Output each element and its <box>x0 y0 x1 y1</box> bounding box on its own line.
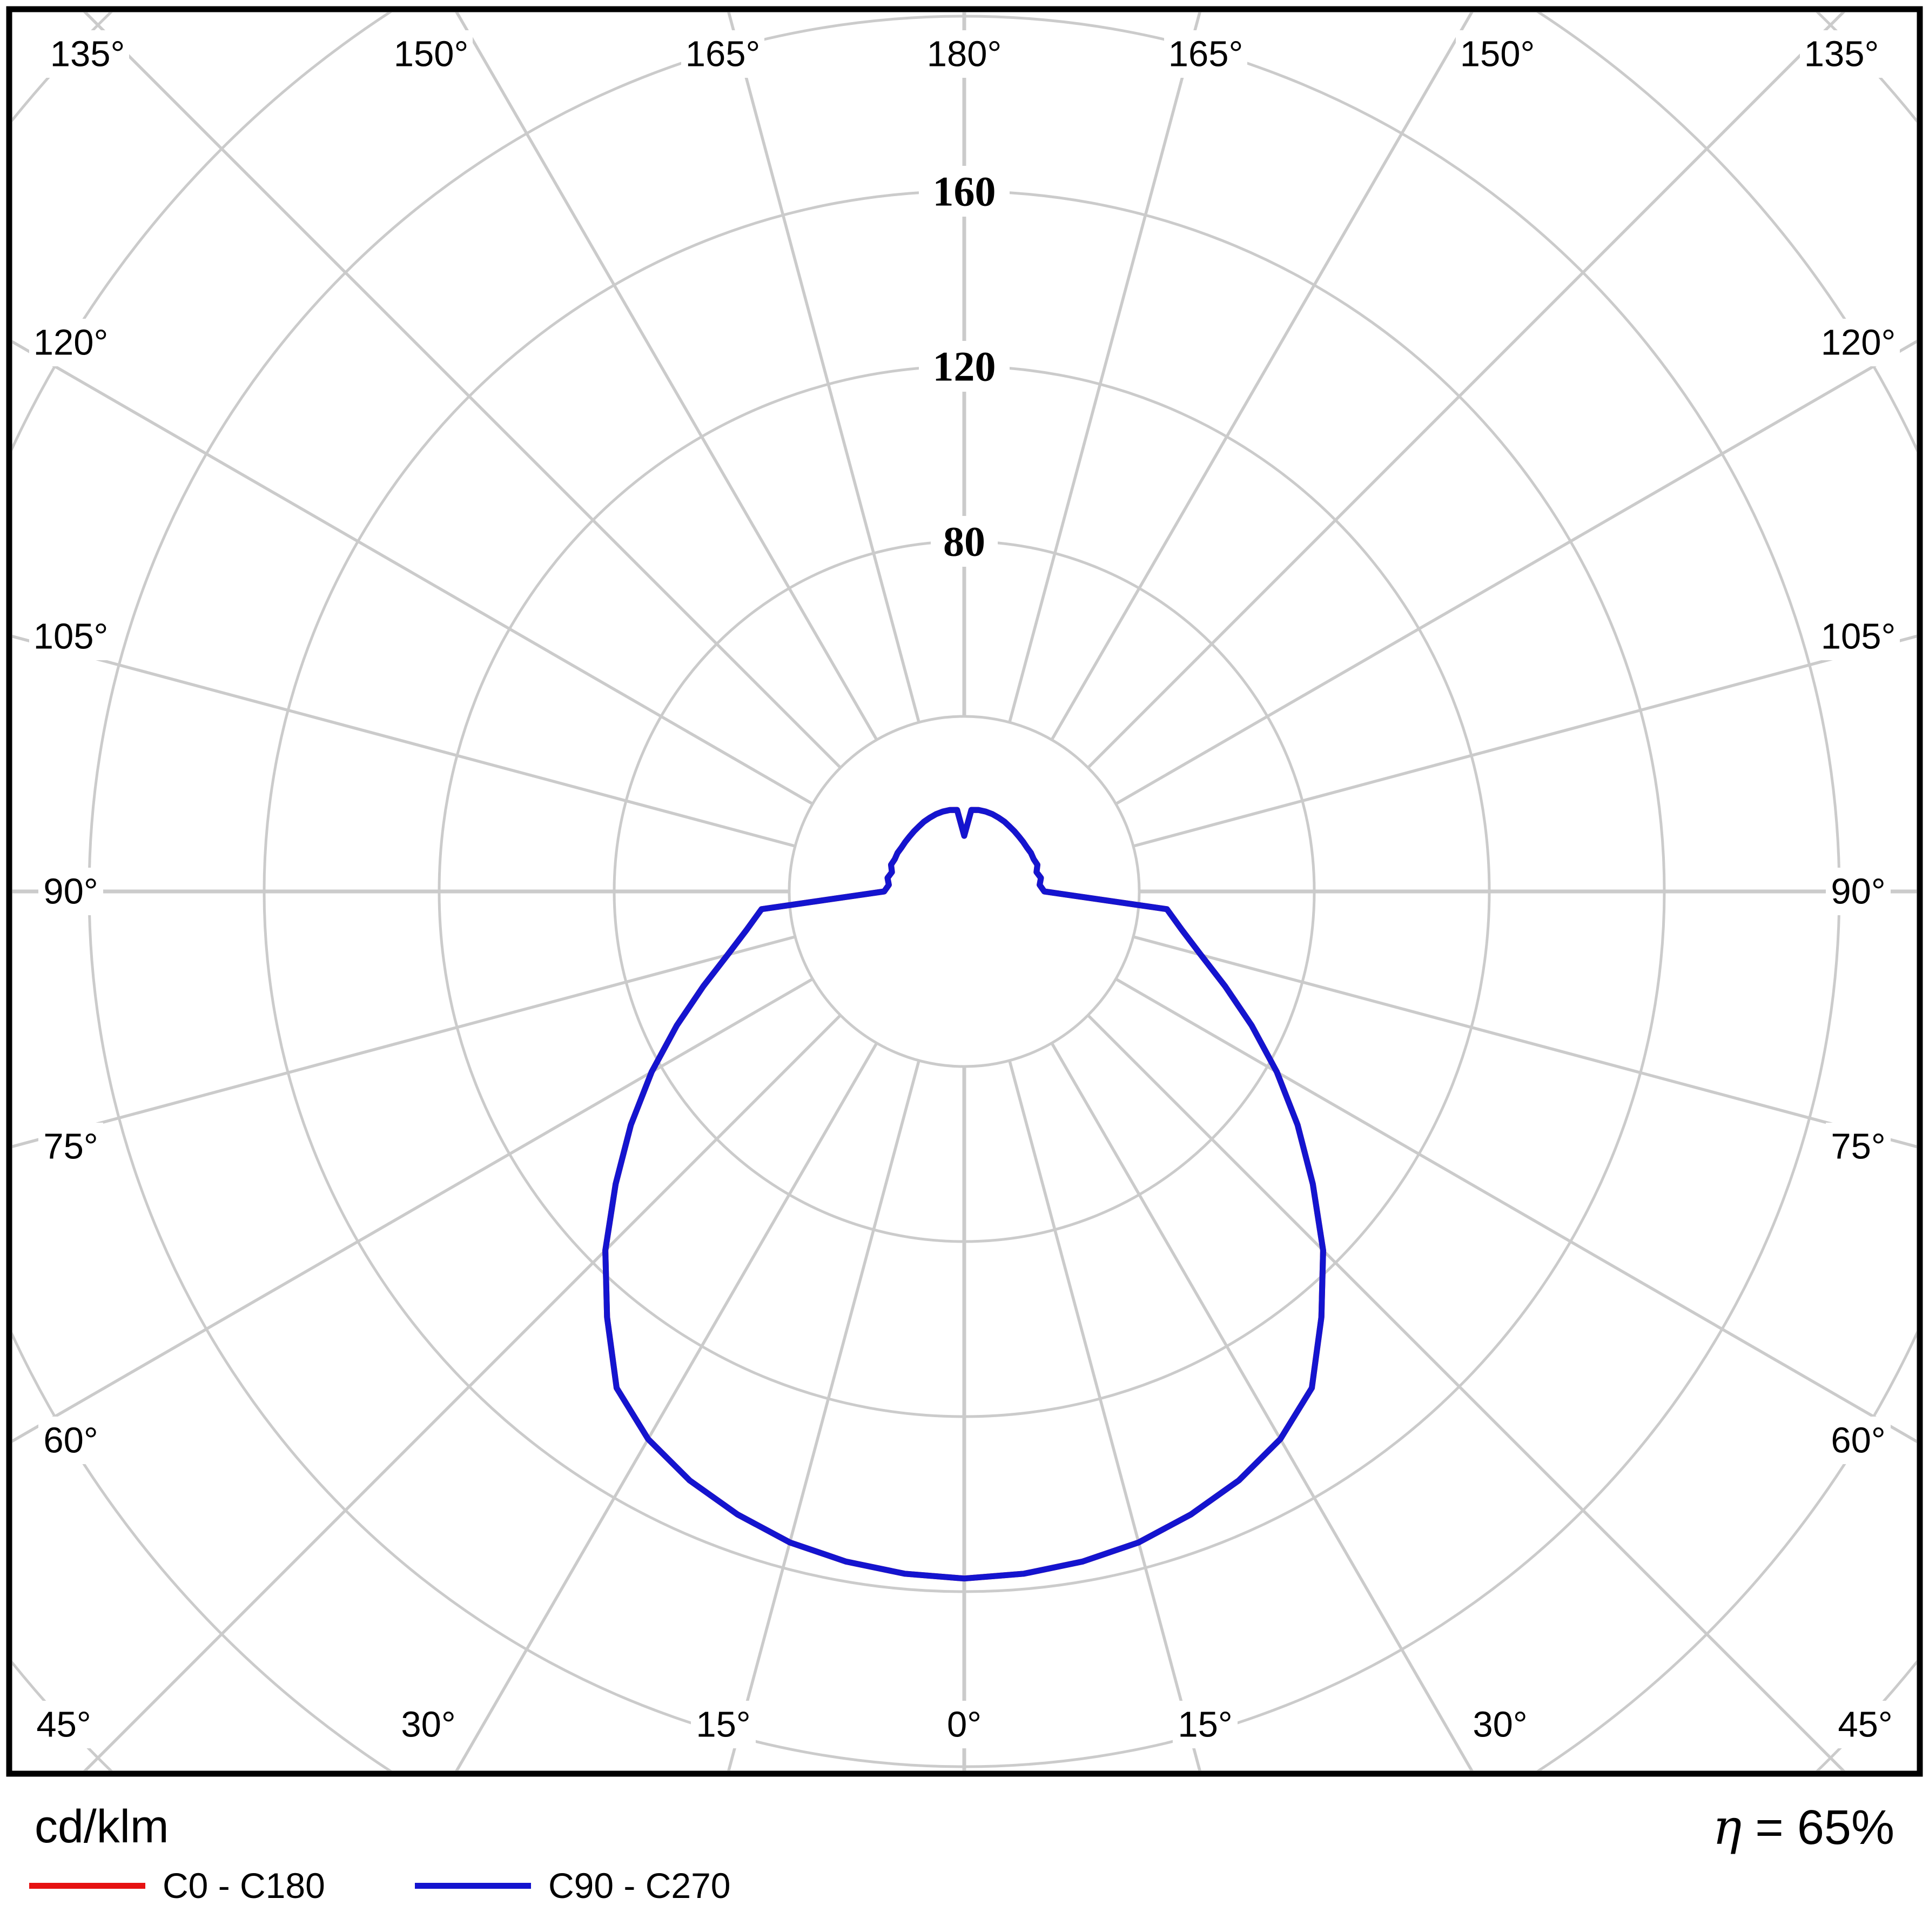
angle-label-bg-150-3 <box>389 30 473 78</box>
angle-label-bg-105-10 <box>1817 613 1900 660</box>
angle-label-bg-120-7 <box>29 319 112 366</box>
angle-label-165-2: 165° <box>1168 34 1244 75</box>
angle-label-15-20: 15° <box>696 1705 750 1745</box>
legend-swatch-red-line <box>29 1882 145 1889</box>
grid-ray-285 <box>12 935 796 1148</box>
angle-label-150-3: 150° <box>394 34 469 75</box>
grid-ray-210 <box>455 12 878 741</box>
ring-label-160: 160 <box>933 168 996 215</box>
plot-border <box>6 6 1923 1777</box>
grid-ray-15 <box>1008 1060 1201 1770</box>
angle-label-45-17: 45° <box>36 1705 91 1745</box>
legend-label-c0-c180: C0 - C180 <box>163 1866 325 1906</box>
angle-label-bg-75-13 <box>38 1123 103 1170</box>
grid-ray-345 <box>727 1060 920 1770</box>
angle-label-bg-15-20 <box>691 1701 756 1748</box>
grid-ray-120 <box>1115 339 1917 806</box>
angle-label-bg-165-2 <box>1164 30 1247 78</box>
angle-label-105-10: 105° <box>1821 616 1896 657</box>
angle-label-bg-135-6 <box>1800 30 1883 78</box>
ring-label-bg-120 <box>919 341 1010 392</box>
angle-label-bg-30-22 <box>396 1701 461 1748</box>
legend-swatch-blue-line <box>415 1882 531 1889</box>
grid-ray-255 <box>12 635 796 848</box>
angle-label-75-14: 75° <box>1831 1126 1885 1167</box>
angle-label-bg-165-1 <box>681 30 764 78</box>
angle-labels: 180° 165° 165° 150° 150° 135° 135° 120° 120° 105°… <box>29 30 1900 1748</box>
grid-ray-60 <box>1115 977 1917 1444</box>
grid-ray-105 <box>1133 634 1917 848</box>
legend: C0 - C180 C90 - C270 <box>0 1864 1929 1913</box>
legend-label-c90-c270: C90 - C270 <box>548 1866 731 1906</box>
grid-ring-40 <box>788 715 1141 1068</box>
ring-label-120: 120 <box>933 343 996 390</box>
angle-label-75-13: 75° <box>43 1126 98 1167</box>
units-label: cd/klm <box>35 1801 169 1853</box>
grid-ray-195 <box>727 12 920 723</box>
angle-label-bg-75-14 <box>1826 1123 1891 1170</box>
grid-ray-315 <box>83 1014 842 1770</box>
angle-label-bg-60-15 <box>38 1417 103 1464</box>
ring-label-80: 80 <box>943 518 985 565</box>
eta-value: = 65% <box>1742 1801 1894 1855</box>
angle-label-135-5: 135° <box>50 34 125 75</box>
angle-label-bg-105-9 <box>29 613 112 660</box>
angle-label-bg-90-12 <box>1826 868 1891 915</box>
angle-label-bg-60-16 <box>1826 1417 1891 1464</box>
angle-label-90-11: 90° <box>43 871 98 912</box>
angle-label-135-6: 135° <box>1804 34 1879 75</box>
angle-label-90-12: 90° <box>1831 871 1885 912</box>
angle-label-bg-0-19 <box>941 1701 987 1748</box>
ring-label-bg-160 <box>919 166 1010 217</box>
angle-label-0-19: 0° <box>947 1705 982 1745</box>
angle-label-bg-90-11 <box>38 868 103 915</box>
legend-item-c90-c270: C90 - C270 <box>415 1864 731 1907</box>
legend-item-c0-c180: C0 - C180 <box>29 1864 325 1907</box>
efficiency-label: η = 65% <box>1712 1799 1894 1856</box>
grid-ray-75 <box>1133 935 1917 1149</box>
angle-label-60-15: 60° <box>43 1420 98 1461</box>
angle-label-15-21: 15° <box>1178 1705 1232 1745</box>
angle-label-60-16: 60° <box>1831 1420 1885 1461</box>
angle-label-bg-180-0 <box>923 30 1006 78</box>
angle-label-30-22: 30° <box>401 1705 455 1745</box>
angle-label-180-0: 180° <box>927 34 1002 75</box>
angle-label-165-1: 165° <box>685 34 761 75</box>
grid-ray-225 <box>83 12 842 769</box>
grid-ray-135 <box>1087 12 1845 769</box>
angle-label-105-9: 105° <box>33 616 109 657</box>
grid-ray-240 <box>12 340 814 806</box>
angle-label-45-18: 45° <box>1838 1705 1892 1745</box>
angle-label-bg-45-17 <box>31 1701 96 1748</box>
grid-ray-30 <box>1050 1042 1474 1770</box>
ring-labels: 80 120 160 <box>919 166 1010 567</box>
angle-label-bg-150-4 <box>1456 30 1539 78</box>
grid-ray-45 <box>1087 1014 1845 1770</box>
ring-label-bg-80 <box>931 516 998 567</box>
eta-symbol: η <box>1712 1799 1742 1856</box>
grid-ray-165 <box>1008 12 1201 723</box>
angle-label-150-4: 150° <box>1460 34 1535 75</box>
angle-label-bg-120-8 <box>1817 319 1900 366</box>
angle-label-30-23: 30° <box>1473 1705 1527 1745</box>
angle-label-120-8: 120° <box>1821 323 1896 363</box>
angle-label-bg-30-23 <box>1468 1701 1533 1748</box>
angle-label-bg-45-18 <box>1833 1701 1898 1748</box>
grid-ray-300 <box>12 977 814 1443</box>
curve-C90-C270 <box>602 807 1326 1582</box>
grid-ray-150 <box>1050 12 1474 741</box>
grid-ray-330 <box>455 1042 878 1770</box>
angle-label-bg-15-21 <box>1173 1701 1238 1748</box>
angle-label-bg-135-5 <box>46 30 129 78</box>
angle-label-120-7: 120° <box>33 323 109 363</box>
